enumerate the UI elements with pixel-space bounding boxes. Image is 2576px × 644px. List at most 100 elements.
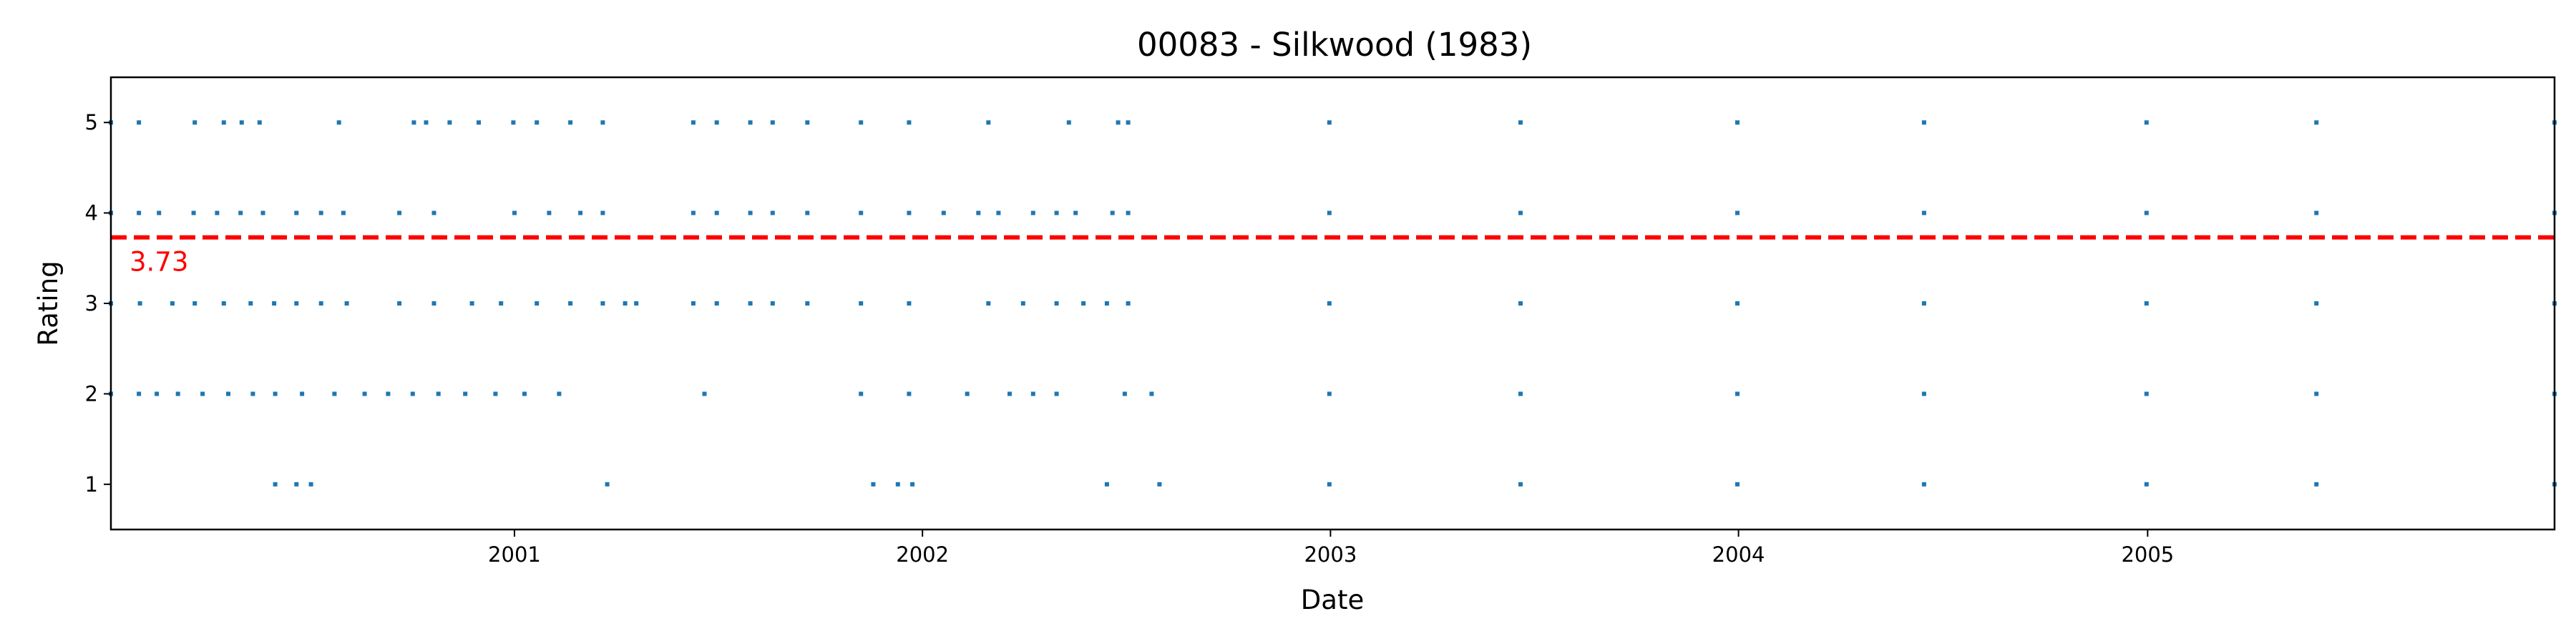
data-point [770, 120, 775, 125]
data-point [226, 391, 230, 396]
data-point [170, 301, 175, 306]
data-point [192, 301, 197, 306]
data-point [714, 301, 719, 306]
data-point [1030, 391, 1035, 396]
data-point [499, 301, 504, 306]
data-point [1104, 301, 1109, 306]
chart-title: 00083 - Silkwood (1983) [1137, 26, 1532, 64]
data-point [805, 210, 810, 215]
data-point [1518, 210, 1523, 215]
data-point [714, 120, 719, 125]
data-point [386, 391, 391, 396]
data-point [1735, 120, 1740, 125]
data-point [1327, 482, 1332, 487]
data-point [568, 120, 573, 125]
data-point [1518, 120, 1523, 125]
data-point [318, 301, 323, 306]
data-point [2144, 391, 2149, 396]
data-point [273, 482, 278, 487]
y-tick-label: 4 [85, 201, 98, 225]
data-point [344, 301, 349, 306]
data-point [397, 301, 402, 306]
y-tick-label: 1 [85, 472, 98, 497]
data-point [600, 210, 605, 215]
data-point [1327, 120, 1332, 125]
data-point [2314, 120, 2319, 125]
data-point [1122, 391, 1127, 396]
data-point [2144, 482, 2149, 487]
data-point [996, 210, 1001, 215]
data-point [318, 210, 323, 215]
data-point [535, 301, 540, 306]
data-point [1008, 391, 1012, 396]
data-point [805, 301, 810, 306]
data-point [1149, 391, 1154, 396]
data-point [605, 482, 610, 487]
data-point [341, 210, 346, 215]
data-point [273, 391, 278, 396]
data-point [2144, 120, 2149, 125]
x-axis-label: Date [1301, 585, 1364, 615]
data-point [714, 210, 719, 215]
data-point [260, 210, 265, 215]
x-tick-label: 2003 [1304, 542, 1357, 567]
data-point [1054, 301, 1059, 306]
data-point [272, 301, 277, 306]
x-tick-label: 2002 [896, 542, 949, 567]
data-point [397, 210, 402, 215]
plot-frame [109, 76, 2556, 531]
data-point [137, 210, 142, 215]
data-point [300, 391, 305, 396]
data-point [238, 210, 243, 215]
data-point [623, 301, 628, 306]
data-point [941, 210, 946, 215]
data-point [1921, 482, 1926, 487]
data-point [1126, 120, 1131, 125]
data-point [157, 210, 162, 215]
data-point [1104, 482, 1109, 487]
data-point [2314, 210, 2319, 215]
data-point [511, 120, 516, 125]
data-point [436, 391, 441, 396]
data-point [748, 120, 753, 125]
data-point [522, 391, 527, 396]
data-point [1921, 391, 1926, 396]
x-axis-ticks: 2001 2002 2003 2004 2005 [488, 530, 2174, 567]
data-point [1327, 391, 1332, 396]
data-point [1073, 210, 1078, 215]
data-point [294, 210, 299, 215]
data-point [1518, 482, 1523, 487]
data-point [250, 391, 255, 396]
data-point [1126, 301, 1131, 306]
data-point [770, 301, 775, 306]
data-point [1327, 210, 1332, 215]
data-point [155, 391, 160, 396]
data-point [600, 301, 605, 306]
data-point [257, 120, 262, 125]
data-point [332, 391, 337, 396]
y-axis-label: Rating [33, 260, 64, 346]
data-point [192, 120, 197, 125]
x-tick-label: 2005 [2121, 542, 2174, 567]
data-point [702, 391, 707, 396]
data-point [986, 120, 991, 125]
data-point [1030, 210, 1035, 215]
data-point [976, 210, 981, 215]
mean-label: 3.73 [130, 247, 188, 278]
data-point [1921, 210, 1926, 215]
data-point [308, 482, 313, 487]
data-point [535, 120, 540, 125]
data-point [859, 301, 864, 306]
data-point [493, 391, 498, 396]
data-point [411, 120, 416, 125]
x-tick-label: 2001 [488, 542, 541, 567]
data-point [248, 301, 253, 306]
data-point [1921, 301, 1926, 306]
data-point [1126, 210, 1131, 215]
data-point [1327, 301, 1332, 306]
data-point [1921, 120, 1926, 125]
data-point [215, 210, 220, 215]
data-point [1110, 210, 1115, 215]
y-tick-label: 2 [85, 381, 98, 406]
